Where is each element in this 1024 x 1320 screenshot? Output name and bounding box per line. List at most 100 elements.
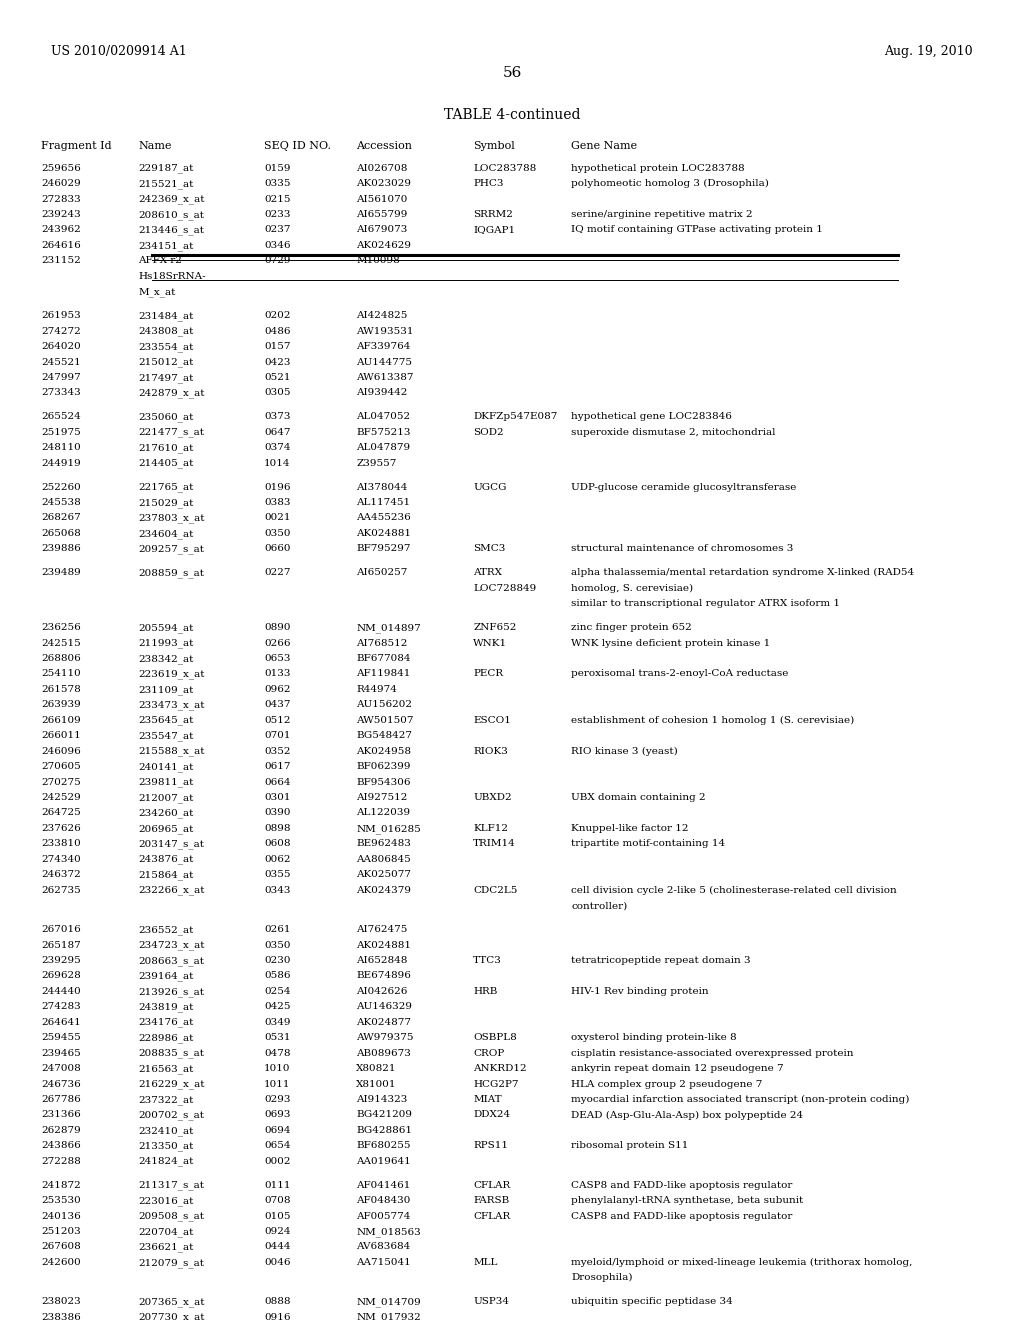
Text: 267016: 267016 [41,925,81,935]
Text: 0343: 0343 [264,886,291,895]
Text: AF048430: AF048430 [356,1196,411,1205]
Text: BG548427: BG548427 [356,731,413,741]
Text: AI561070: AI561070 [356,194,408,203]
Text: 236256: 236256 [41,623,81,632]
Text: 266011: 266011 [41,731,81,741]
Text: 232266_x_at: 232266_x_at [138,886,205,895]
Text: AW193531: AW193531 [356,326,414,335]
Text: tetratricopeptide repeat domain 3: tetratricopeptide repeat domain 3 [571,956,751,965]
Text: 216229_x_at: 216229_x_at [138,1080,205,1089]
Text: 239465: 239465 [41,1048,81,1057]
Text: UGCG: UGCG [473,483,507,491]
Text: AI762475: AI762475 [356,925,408,935]
Text: 270605: 270605 [41,762,81,771]
Text: 232410_at: 232410_at [138,1126,194,1135]
Text: SEQ ID NO.: SEQ ID NO. [264,141,331,152]
Text: 0355: 0355 [264,870,291,879]
Text: 208835_s_at: 208835_s_at [138,1048,204,1059]
Text: 242879_x_at: 242879_x_at [138,388,205,399]
Text: AF041461: AF041461 [356,1180,411,1189]
Text: serine/arginine repetitive matrix 2: serine/arginine repetitive matrix 2 [571,210,753,219]
Text: 207365_x_at: 207365_x_at [138,1298,205,1307]
Text: CFLAR: CFLAR [473,1180,510,1189]
Text: cell division cycle 2-like 5 (cholinesterase-related cell division: cell division cycle 2-like 5 (cholineste… [571,886,897,895]
Text: 251203: 251203 [41,1228,81,1236]
Text: MLL: MLL [473,1258,498,1267]
Text: HIV-1 Rev binding protein: HIV-1 Rev binding protein [571,987,709,995]
Text: SOD2: SOD2 [473,428,504,437]
Text: R44974: R44974 [356,685,397,694]
Text: 0693: 0693 [264,1110,291,1119]
Text: 234723_x_at: 234723_x_at [138,941,205,950]
Text: Drosophila): Drosophila) [571,1274,633,1283]
Text: 245538: 245538 [41,498,81,507]
Text: AFFX-r2-: AFFX-r2- [138,256,185,265]
Text: 215864_at: 215864_at [138,870,194,880]
Text: 0111: 0111 [264,1180,291,1189]
Text: 0521: 0521 [264,374,291,381]
Text: 216563_at: 216563_at [138,1064,194,1073]
Text: M_x_at: M_x_at [138,288,175,297]
Text: IQGAP1: IQGAP1 [473,226,515,235]
Text: myocardial infarction associated transcript (non-protein coding): myocardial infarction associated transcr… [571,1096,909,1104]
Text: 244919: 244919 [41,458,81,467]
Text: 268806: 268806 [41,653,81,663]
Text: structural maintenance of chromosomes 3: structural maintenance of chromosomes 3 [571,544,794,553]
Text: peroxisomal trans-2-enoyl-CoA reductase: peroxisomal trans-2-enoyl-CoA reductase [571,669,788,678]
Text: 207730_x_at: 207730_x_at [138,1312,205,1320]
Text: DDX24: DDX24 [473,1110,510,1119]
Text: ESCO1: ESCO1 [473,715,511,725]
Text: AA019641: AA019641 [356,1156,411,1166]
Text: 239243: 239243 [41,210,81,219]
Text: 262735: 262735 [41,886,81,895]
Text: PHC3: PHC3 [473,180,504,189]
Text: 1014: 1014 [264,458,291,467]
Text: AK024881: AK024881 [356,529,412,539]
Text: 0444: 0444 [264,1242,291,1251]
Text: similar to transcriptional regulator ATRX isoform 1: similar to transcriptional regulator ATR… [571,599,841,609]
Text: CASP8 and FADD-like apoptosis regulator: CASP8 and FADD-like apoptosis regulator [571,1212,793,1221]
Text: 245521: 245521 [41,358,81,367]
Text: 0437: 0437 [264,701,291,709]
Text: 233473_x_at: 233473_x_at [138,701,205,710]
Text: 0390: 0390 [264,808,291,817]
Text: FARSB: FARSB [473,1196,509,1205]
Text: 246372: 246372 [41,870,81,879]
Text: myeloid/lymphoid or mixed-lineage leukemia (trithorax homolog,: myeloid/lymphoid or mixed-lineage leukem… [571,1258,912,1267]
Text: 212007_at: 212007_at [138,793,194,803]
Text: DEAD (Asp-Glu-Ala-Asp) box polypeptide 24: DEAD (Asp-Glu-Ala-Asp) box polypeptide 2… [571,1110,804,1119]
Text: 0708: 0708 [264,1196,291,1205]
Text: 215029_at: 215029_at [138,498,194,508]
Text: AW501507: AW501507 [356,715,414,725]
Text: WNK1: WNK1 [473,639,507,648]
Text: establishment of cohesion 1 homolog 1 (S. cerevisiae): establishment of cohesion 1 homolog 1 (S… [571,715,855,725]
Text: UBXD2: UBXD2 [473,793,512,803]
Text: 272288: 272288 [41,1156,81,1166]
Text: 243819_at: 243819_at [138,1002,194,1012]
Text: 0888: 0888 [264,1298,291,1307]
Text: 1010: 1010 [264,1064,291,1073]
Text: SRRM2: SRRM2 [473,210,513,219]
Text: UDP-glucose ceramide glucosyltransferase: UDP-glucose ceramide glucosyltransferase [571,483,797,491]
Text: phenylalanyl-tRNA synthetase, beta subunit: phenylalanyl-tRNA synthetase, beta subun… [571,1196,804,1205]
Text: 239886: 239886 [41,544,81,553]
Text: 0654: 0654 [264,1142,291,1150]
Text: 0512: 0512 [264,715,291,725]
Text: AI927512: AI927512 [356,793,408,803]
Text: 214405_at: 214405_at [138,458,194,469]
Text: 243866: 243866 [41,1142,81,1150]
Text: 0266: 0266 [264,639,291,648]
Text: AI650257: AI650257 [356,569,408,577]
Text: 264725: 264725 [41,808,81,817]
Text: 206965_at: 206965_at [138,824,194,834]
Text: AU156202: AU156202 [356,701,413,709]
Text: KLF12: KLF12 [473,824,508,833]
Text: oxysterol binding protein-like 8: oxysterol binding protein-like 8 [571,1034,737,1043]
Text: 264616: 264616 [41,242,81,249]
Text: Z39557: Z39557 [356,458,396,467]
Text: 259656: 259656 [41,164,81,173]
Text: 240141_at: 240141_at [138,762,194,772]
Text: 208663_s_at: 208663_s_at [138,956,204,966]
Text: 246029: 246029 [41,180,81,189]
Text: X80821: X80821 [356,1064,397,1073]
